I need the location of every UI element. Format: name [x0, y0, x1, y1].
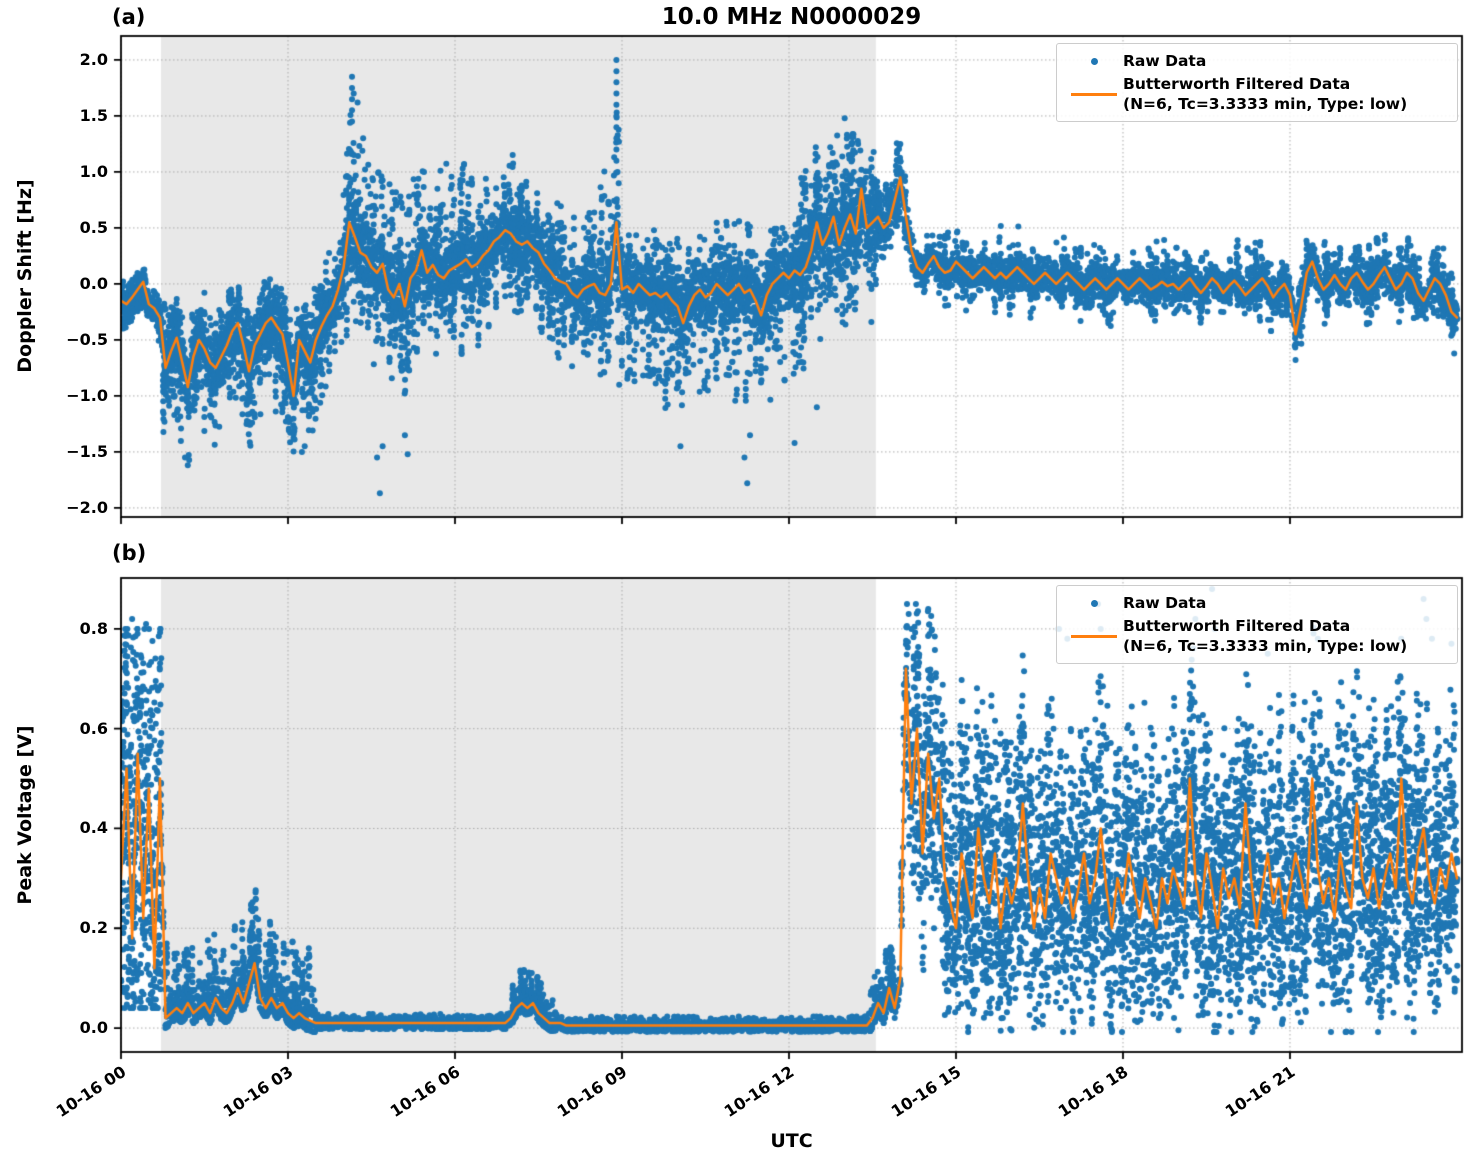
y-tick-label: 0.2 — [79, 918, 108, 938]
y-tick-label: 1.5 — [79, 105, 108, 125]
raw-data-dot-icon — [1090, 57, 1098, 65]
raw-data-dot-icon — [1090, 599, 1098, 607]
y-tick-label: 2.0 — [79, 49, 108, 69]
panel-b-label: (b) — [112, 541, 147, 565]
y-tick-label: 0.0 — [79, 1018, 108, 1038]
filtered-line-marker-swatch — [1065, 634, 1123, 638]
legend-entry-raw: Raw Data — [1065, 593, 1447, 613]
y-tick-label: −1.0 — [66, 385, 108, 405]
y-tick-label: 0.0 — [79, 273, 108, 293]
y-tick-label: 0.8 — [79, 618, 108, 638]
figure-title: 10.0 MHz N0000029 — [661, 4, 922, 30]
panel-a-label: (a) — [112, 5, 146, 29]
legend-a: Raw Data Butterworth Filtered Data (N=6,… — [1056, 43, 1458, 123]
legend-filtered-sublabel: (N=6, Tc=3.3333 min, Type: low) — [1123, 95, 1408, 114]
legend-filtered-sublabel: (N=6, Tc=3.3333 min, Type: low) — [1123, 637, 1408, 656]
y-tick-label: −1.5 — [66, 441, 108, 461]
y-tick-label: −0.5 — [66, 329, 108, 349]
raw-data-marker-swatch — [1065, 599, 1123, 607]
legend-filtered-label: Butterworth Filtered Data — [1123, 75, 1351, 94]
legend-entry-filtered: Butterworth Filtered Data (N=6, Tc=3.333… — [1065, 616, 1447, 656]
y-tick-label: 0.5 — [79, 217, 108, 237]
legend-b: Raw Data Butterworth Filtered Data (N=6,… — [1056, 585, 1458, 665]
raw-data-marker-swatch — [1065, 57, 1123, 65]
y-tick-label: 1.0 — [79, 161, 108, 181]
filtered-line-marker-swatch — [1065, 92, 1123, 96]
legend-raw-label: Raw Data — [1123, 594, 1207, 612]
y-tick-label: 0.6 — [79, 718, 108, 738]
legend-raw-label: Raw Data — [1123, 52, 1207, 70]
y-tick-label: 0.4 — [79, 818, 108, 838]
legend-entry-filtered: Butterworth Filtered Data (N=6, Tc=3.333… — [1065, 74, 1447, 114]
legend-filtered-label: Butterworth Filtered Data — [1123, 617, 1351, 636]
filtered-line-icon — [1071, 634, 1117, 638]
y-tick-label: −2.0 — [66, 497, 108, 517]
legend-filtered-label-block: Butterworth Filtered Data (N=6, Tc=3.333… — [1123, 616, 1407, 656]
legend-entry-raw: Raw Data — [1065, 51, 1447, 71]
filtered-line-icon — [1071, 92, 1117, 96]
x-axis-label: UTC — [770, 1130, 813, 1152]
legend-filtered-label-block: Butterworth Filtered Data (N=6, Tc=3.333… — [1123, 74, 1407, 114]
